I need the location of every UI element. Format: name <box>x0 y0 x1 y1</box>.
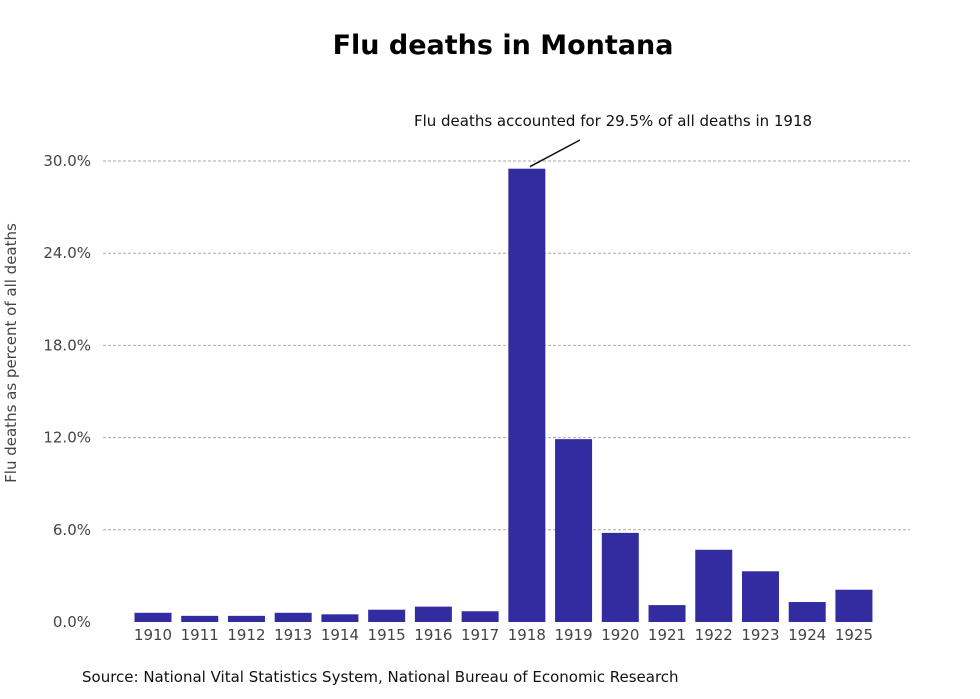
x-axis-ticks: 1910 1911 1912 1913 1914 1915 1916 1917 1918 1919… <box>134 626 873 644</box>
bar-1916 <box>414 606 452 622</box>
bar-1921 <box>648 605 686 622</box>
bar-1917 <box>461 611 499 622</box>
x-tick-label: 1918 <box>508 626 546 644</box>
x-tick-label: 1921 <box>648 626 686 644</box>
x-tick-label: 1922 <box>695 626 733 644</box>
y-tick-label: 6.0% <box>53 521 91 539</box>
bars <box>134 168 873 622</box>
bar-1924 <box>788 602 826 622</box>
bar-1913 <box>274 612 312 622</box>
source-note: Source: National Vital Statistics System… <box>82 668 679 686</box>
x-tick-label: 1920 <box>601 626 639 644</box>
y-tick-label: 18.0% <box>43 336 91 354</box>
x-tick-label: 1917 <box>461 626 499 644</box>
x-tick-label: 1915 <box>368 626 406 644</box>
x-tick-label: 1911 <box>181 626 219 644</box>
y-tick-label: 30.0% <box>43 152 91 170</box>
y-axis-label: Flu deaths as percent of all deaths <box>2 223 20 483</box>
bar-1911 <box>181 615 219 622</box>
y-tick-label: 12.0% <box>43 429 91 447</box>
y-tick-label: 0.0% <box>53 613 91 631</box>
gridlines <box>103 160 910 531</box>
x-tick-label: 1910 <box>134 626 172 644</box>
bar-1914 <box>321 614 359 622</box>
bar-1920 <box>601 532 639 622</box>
annotation-arrow <box>529 139 581 168</box>
x-tick-label: 1912 <box>227 626 265 644</box>
bar-1922 <box>695 549 733 622</box>
bar-1923 <box>741 571 779 622</box>
x-tick-label: 1913 <box>274 626 312 644</box>
annotation-text: Flu deaths accounted for 29.5% of all de… <box>414 112 812 130</box>
x-tick-label: 1914 <box>321 626 359 644</box>
y-axis-ticks: 0.0% 6.0% 12.0% 18.0% 24.0% 30.0% <box>43 152 91 631</box>
bar-1925 <box>835 589 873 622</box>
bar-1910 <box>134 612 172 622</box>
x-tick-label: 1925 <box>835 626 873 644</box>
bar-1918 <box>508 168 546 622</box>
x-tick-label: 1916 <box>414 626 452 644</box>
bar-1915 <box>368 609 406 622</box>
chart-title: Flu deaths in Montana <box>332 30 674 61</box>
bar-1919 <box>555 439 593 622</box>
x-tick-label: 1924 <box>788 626 826 644</box>
x-tick-label: 1919 <box>554 626 592 644</box>
x-tick-label: 1923 <box>741 626 779 644</box>
bar-1912 <box>227 615 265 622</box>
y-tick-label: 24.0% <box>43 244 91 262</box>
